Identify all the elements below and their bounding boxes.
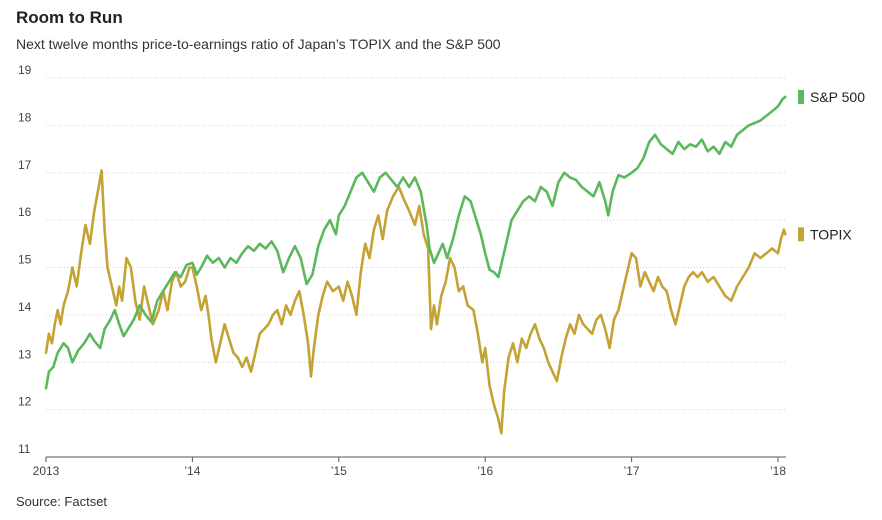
series-line-topix [44, 169, 787, 435]
x-axis: 2013 ’14 ’15 ’16 ’17 ’18 [33, 457, 786, 478]
y-tick-label-16: 16 [18, 205, 32, 219]
y-tick-label-14: 14 [18, 300, 32, 314]
x-tick-label-2: ’15 [331, 464, 347, 478]
y-tick-label-17: 17 [18, 158, 32, 172]
legend-swatch-s-p-500 [798, 89, 804, 104]
chart-subtitle: Next twelve months price-to-earnings rat… [16, 36, 501, 52]
series-layer [44, 95, 787, 435]
x-tick-label-5: ’18 [770, 464, 786, 478]
x-tick-label-1: ’14 [184, 464, 200, 478]
x-tick-label-4: ’17 [624, 464, 640, 478]
legend: S&P 500 TOPIX [798, 89, 865, 242]
series-line-s-p-500 [44, 95, 787, 390]
y-tick-label-19: 19 [18, 63, 32, 77]
y-tick-label-15: 15 [18, 253, 32, 267]
grid-lines [46, 77, 786, 458]
x-tick-label-3: ’16 [477, 464, 493, 478]
x-tick-label-0: 2013 [33, 464, 60, 478]
legend-swatch-topix [798, 227, 804, 242]
legend-label-topix: TOPIX [810, 226, 852, 242]
y-tick-label-11: 11 [18, 442, 31, 456]
y-axis: 11 12 13 14 15 16 17 18 19 [18, 63, 32, 456]
chart-canvas: 11 12 13 14 15 16 17 18 19 2013 ’14 ’15 ’16 ’17 ’18 S… [18, 63, 865, 478]
y-tick-label-13: 13 [18, 347, 32, 361]
chart-title: Room to Run [16, 8, 123, 27]
source-note: Source: Factset [16, 494, 108, 509]
legend-label-s-p-500: S&P 500 [810, 89, 865, 105]
y-tick-label-12: 12 [18, 395, 32, 409]
y-tick-label-18: 18 [18, 110, 32, 124]
